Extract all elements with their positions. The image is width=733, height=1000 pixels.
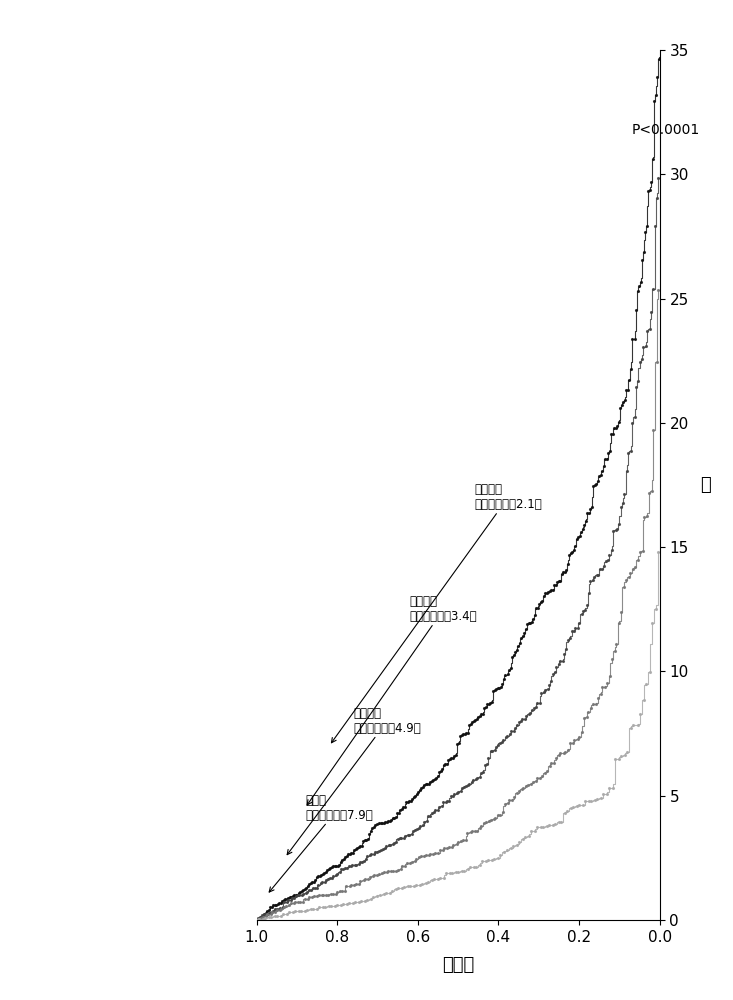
Text: 轻度贫血
中位数生存期4.9年: 轻度贫血 中位数生存期4.9年 (287, 707, 421, 855)
Text: 重度贫血
中位数生存期2.1年: 重度贫血 中位数生存期2.1年 (331, 483, 542, 743)
X-axis label: 生存率: 生存率 (442, 956, 474, 974)
Y-axis label: 年: 年 (700, 476, 711, 494)
Text: P<0.0001: P<0.0001 (632, 123, 700, 137)
Text: 中度贫血
中位数生存期3.4年: 中度贫血 中位数生存期3.4年 (307, 595, 477, 805)
Text: 无贫血
中位数生存期7.9年: 无贫血 中位数生存期7.9年 (269, 794, 372, 892)
